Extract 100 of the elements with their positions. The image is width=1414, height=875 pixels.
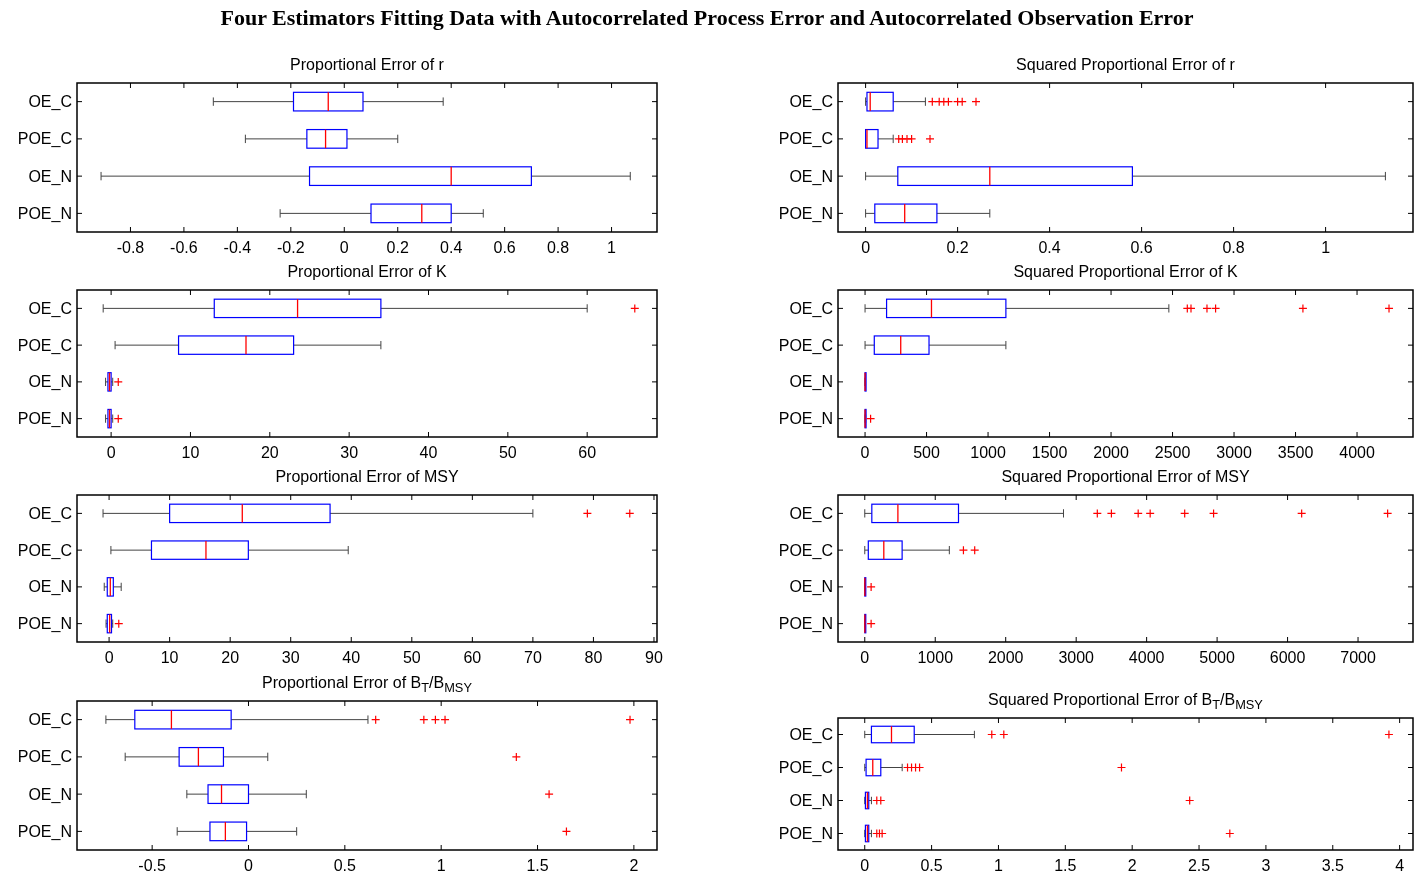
x-tick-label: -0.5 (138, 857, 167, 874)
x-tick-label: 0.5 (920, 857, 943, 874)
x-tick-label: 1 (436, 857, 446, 874)
x-tick-label: 20 (260, 444, 279, 461)
x-tick-label: 40 (419, 444, 438, 461)
x-tick-label: 90 (645, 649, 663, 666)
x-tick-label: 0.8 (546, 239, 570, 256)
y-tick-label: POE_C (778, 541, 833, 560)
x-tick-label: 1.5 (526, 857, 549, 874)
y-tick-label: POE_N (778, 410, 833, 429)
y-tick-label: OE_C (28, 93, 72, 112)
y-tick-label: OE_N (789, 792, 833, 811)
y-tick-label: POE_N (778, 825, 833, 844)
x-tick-label: 1 (994, 857, 1004, 874)
x-tick-label: 0 (106, 444, 116, 461)
x-tick-label: 1000 (970, 444, 1006, 461)
x-tick-label: 0 (104, 649, 114, 666)
x-tick-label: 40 (342, 649, 361, 666)
x-tick-label: -0.4 (223, 239, 252, 256)
x-tick-label: 1000 (917, 649, 954, 666)
x-tick-label: 60 (463, 649, 482, 666)
x-tick-label: 2.5 (1187, 857, 1211, 874)
y-tick-label: OE_N (28, 578, 72, 597)
x-tick-label: 0 (339, 239, 349, 256)
x-tick-label: 60 (578, 444, 597, 461)
x-tick-label: 6000 (1269, 649, 1306, 666)
y-tick-label: OE_N (789, 578, 833, 597)
y-tick-label: POE_C (17, 541, 72, 560)
x-tick-label: 4000 (1339, 444, 1375, 461)
y-tick-label: OE_C (789, 299, 833, 318)
chart-title: Proportional Error of B$_{T}$/B$_{MSY}$ (262, 674, 473, 695)
x-tick-label: 0.2 (946, 239, 969, 256)
y-tick-label: POE_C (778, 336, 833, 355)
y-tick-label: POE_C (17, 748, 72, 767)
x-tick-label: 50 (498, 444, 517, 461)
y-tick-label: POE_N (17, 822, 72, 841)
x-tick-label: 0.6 (1130, 239, 1153, 256)
y-tick-label: OE_C (789, 726, 833, 745)
y-tick-label: POE_N (17, 410, 72, 429)
x-tick-label: 2500 (1154, 444, 1191, 461)
y-tick-label: POE_C (778, 130, 833, 149)
x-tick-label: 2 (1127, 857, 1137, 874)
x-tick-label: 3.5 (1321, 857, 1344, 874)
y-tick-label: POE_C (17, 130, 72, 149)
x-tick-label: 3000 (1216, 444, 1252, 461)
y-tick-label: POE_C (778, 759, 833, 778)
x-tick-label: 5000 (1199, 649, 1235, 666)
y-tick-label: POE_C (17, 336, 72, 355)
x-tick-label: 2 (629, 857, 639, 874)
x-tick-label: 3000 (1058, 649, 1095, 666)
chart-title: Squared Proportional Error of r (1016, 56, 1236, 73)
x-tick-label: 4000 (1128, 649, 1165, 666)
y-tick-label: POE_N (778, 615, 833, 634)
x-tick-label: 2000 (987, 649, 1024, 666)
y-tick-label: OE_N (789, 373, 833, 392)
x-tick-label: 4 (1395, 857, 1405, 874)
y-tick-label: OE_C (789, 93, 833, 112)
x-tick-label: 0.4 (1038, 239, 1061, 256)
x-tick-label: 0 (860, 444, 870, 461)
y-tick-label: OE_C (28, 504, 72, 523)
x-tick-label: 0.8 (1222, 239, 1245, 256)
x-tick-label: 0.5 (333, 857, 357, 874)
y-tick-label: POE_N (17, 615, 72, 634)
y-tick-label: POE_N (778, 204, 833, 223)
x-tick-label: 80 (584, 649, 603, 666)
chart-title: Squared Proportional Error of K (1013, 263, 1238, 280)
x-tick-label: 70 (523, 649, 542, 666)
x-tick-label: -0.2 (277, 239, 305, 256)
x-tick-label: 500 (913, 444, 940, 461)
x-tick-label: 30 (281, 649, 300, 666)
text: Four Estimators Fitting Data with Autocorrelated Process Error and Autocorrelated Observation Error (220, 5, 1194, 30)
x-tick-label: 30 (340, 444, 359, 461)
y-tick-label: OE_C (28, 299, 72, 318)
x-tick-label: 2000 (1093, 444, 1129, 461)
chart-title: Proportional Error of MSY (275, 468, 459, 485)
x-tick-label: 10 (181, 444, 200, 461)
y-tick-label: OE_C (789, 504, 833, 523)
x-tick-label: 3 (1261, 857, 1271, 874)
x-tick-label: 1 (607, 239, 617, 256)
y-tick-label: OE_N (28, 373, 72, 392)
x-tick-label: 0 (860, 857, 870, 874)
chart-title: Proportional Error of K (287, 263, 447, 280)
x-tick-label: 0.4 (440, 239, 463, 256)
x-tick-label: 1.5 (1054, 857, 1077, 874)
y-tick-label: OE_C (28, 711, 72, 730)
x-tick-label: 0.2 (386, 239, 409, 256)
x-tick-label: 50 (402, 649, 421, 666)
y-tick-label: OE_N (28, 167, 72, 186)
chart-title: Squared Proportional Error of MSY (1001, 468, 1250, 485)
y-tick-label: POE_N (17, 204, 72, 223)
x-tick-label: 0 (860, 649, 870, 666)
x-tick-label: 0 (861, 239, 871, 256)
x-tick-label: 0 (244, 857, 254, 874)
x-tick-label: 20 (221, 649, 240, 666)
y-tick-label: OE_N (28, 785, 72, 804)
x-tick-label: 1500 (1031, 444, 1068, 461)
x-tick-label: 1 (1321, 239, 1331, 256)
x-tick-label: 7000 (1340, 649, 1376, 666)
x-tick-label: 0.6 (493, 239, 516, 256)
chart-title: Proportional Error of r (290, 56, 445, 73)
